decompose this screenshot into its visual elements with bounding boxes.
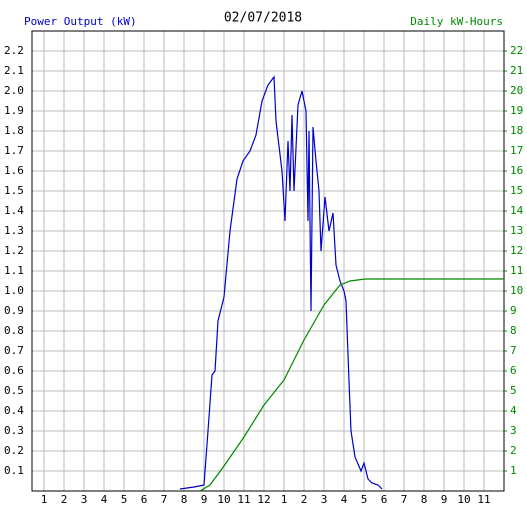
x-tick-label: 9 — [201, 493, 208, 506]
y-tick-label: 1.5 — [4, 184, 24, 197]
x-tick-label: 3 — [321, 493, 328, 506]
y-tick-label: 1.8 — [4, 124, 24, 137]
y2-tick-label: 19 — [510, 104, 523, 117]
y2-tick-label: 7 — [510, 344, 517, 357]
y-tick-label: 0.1 — [4, 464, 24, 477]
x-tick-label: 5 — [361, 493, 368, 506]
y-axis-title: Power Output (kW) — [24, 15, 137, 28]
y-tick-label: 0.6 — [4, 364, 24, 377]
y-tick-label: 1.3 — [4, 224, 24, 237]
series-line — [199, 278, 504, 492]
x-tick-label: 6 — [381, 493, 388, 506]
y2-tick-label: 13 — [510, 224, 523, 237]
y2-tick-label: 10 — [510, 284, 523, 297]
y2-tick-label: 15 — [510, 184, 523, 197]
series-line — [179, 75, 383, 490]
y2-tick-label: 16 — [510, 164, 523, 177]
x-tick-label: 8 — [421, 493, 428, 506]
y-tick-label: 2.2 — [4, 44, 24, 57]
x-tick-label: 4 — [341, 493, 348, 506]
x-tick-label: 1 — [41, 493, 48, 506]
y-tick-label: 0.4 — [4, 404, 24, 417]
y2-tick-label: 9 — [510, 304, 517, 317]
x-tick-label: 4 — [101, 493, 108, 506]
y2-tick-label: 1 — [510, 464, 517, 477]
y-tick-label: 0.9 — [4, 304, 24, 317]
grid — [32, 31, 504, 491]
x-tick-label: 6 — [141, 493, 148, 506]
y-tick-label: 1.4 — [4, 204, 24, 217]
y2-tick-label: 2 — [510, 444, 517, 457]
x-tick-label: 5 — [121, 493, 128, 506]
y2-tick-label: 6 — [510, 364, 517, 377]
y2-tick-label: 18 — [510, 124, 523, 137]
y-tick-label: 1.9 — [4, 104, 24, 117]
x-tick-label: 2 — [301, 493, 308, 506]
y-tick-label: 0.8 — [4, 324, 24, 337]
y2-tick-label: 8 — [510, 324, 517, 337]
x-tick-label: 11 — [477, 493, 490, 506]
y2-tick-label: 3 — [510, 424, 517, 437]
y2-tick-label: 5 — [510, 384, 517, 397]
plot-frame — [31, 30, 505, 492]
x-tick-label: 1 — [281, 493, 288, 506]
x-tick-label: 7 — [161, 493, 168, 506]
y-tick-label: 2.1 — [4, 64, 24, 77]
chart-title: 02/07/2018 — [224, 11, 302, 26]
x-tick-label: 3 — [81, 493, 88, 506]
x-tick-label: 2 — [61, 493, 68, 506]
y2-tick-label: 20 — [510, 84, 523, 97]
y-tick-label: 2.0 — [4, 84, 24, 97]
y2-tick-label: 4 — [510, 404, 517, 417]
y-tick-label: 1.6 — [4, 164, 24, 177]
x-tick-label: 11 — [237, 493, 250, 506]
x-tick-label: 10 — [217, 493, 230, 506]
y-tick-label: 0.5 — [4, 384, 24, 397]
y-tick-label: 1.1 — [4, 264, 24, 277]
y-tick-label: 0.7 — [4, 344, 24, 357]
x-tick-label: 9 — [441, 493, 448, 506]
y2-tick-label: 14 — [510, 204, 524, 217]
y-tick-label: 0.2 — [4, 444, 24, 457]
y2-tick-label: 11 — [510, 264, 523, 277]
y-tick-label: 1.7 — [4, 144, 24, 157]
x-tick-label: 7 — [401, 493, 408, 506]
x-tick-label: 12 — [257, 493, 270, 506]
y2-tick-label: 22 — [510, 44, 523, 57]
x-tick-label: 8 — [181, 493, 188, 506]
y-tick-label: 0.3 — [4, 424, 24, 437]
y-tick-label: 1.2 — [4, 244, 24, 257]
y2-tick-label: 21 — [510, 64, 523, 77]
y2-axis-title: Daily kW-Hours — [410, 15, 503, 28]
y-tick-label: 1.0 — [4, 284, 24, 297]
x-tick-label: 10 — [457, 493, 470, 506]
y2-tick-label: 17 — [510, 144, 523, 157]
y2-tick-label: 12 — [510, 244, 523, 257]
